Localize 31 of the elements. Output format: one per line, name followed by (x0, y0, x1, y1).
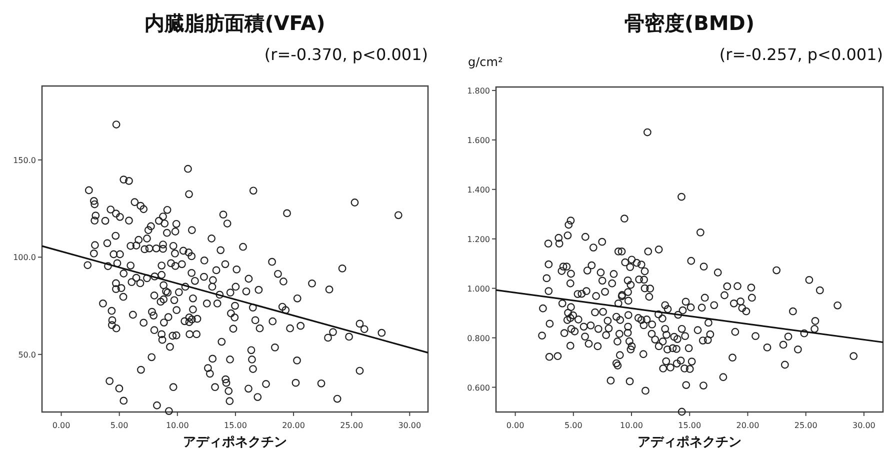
chart-title: 内臓脂肪面積(VFA) (144, 11, 326, 35)
x-tick-label: 0.00 (52, 421, 70, 430)
x-tick-label: 10.00 (620, 421, 643, 430)
y-tick-label: 0.600 (467, 383, 490, 392)
x-tick-label: 5.00 (564, 421, 582, 430)
y-tick-label: 1.600 (467, 136, 490, 145)
x-tick-label: 0.00 (506, 421, 524, 430)
x-tick-label: 15.00 (678, 421, 702, 430)
y-tick-label: 0.800 (467, 334, 490, 343)
x-tick-label: 25.00 (794, 421, 818, 430)
x-tick-label: 10.00 (166, 421, 189, 430)
y-tick-label: 100.0 (13, 253, 36, 262)
y-tick-label: 50.0 (18, 350, 36, 360)
chart-subtitle: (r=-0.370, p<0.001) (264, 45, 428, 64)
y-tick-label: 150.0 (13, 156, 36, 165)
x-tick-label: 15.00 (224, 421, 247, 430)
x-tick-label: 30.00 (398, 421, 422, 430)
x-axis-title: アディポネクチン (638, 435, 742, 450)
y-tick-label: 1.800 (467, 86, 490, 96)
chart-title: 骨密度(BMD) (624, 11, 755, 35)
x-tick-label: 20.00 (282, 421, 305, 430)
x-axis-title: アディポネクチン (183, 435, 287, 450)
y-tick-label: 1.200 (467, 234, 490, 244)
x-tick-label: 25.00 (340, 421, 364, 430)
y-tick-label: 1.400 (467, 185, 490, 194)
chart-subtitle: (r=-0.257, p<0.001) (719, 45, 883, 64)
x-tick-label: 5.00 (110, 421, 128, 430)
x-tick-label: 20.00 (736, 421, 760, 430)
x-tick-label: 30.00 (852, 421, 876, 430)
y-tick-label: 1.000 (467, 284, 490, 294)
y-axis-title: g/cm² (468, 55, 503, 69)
